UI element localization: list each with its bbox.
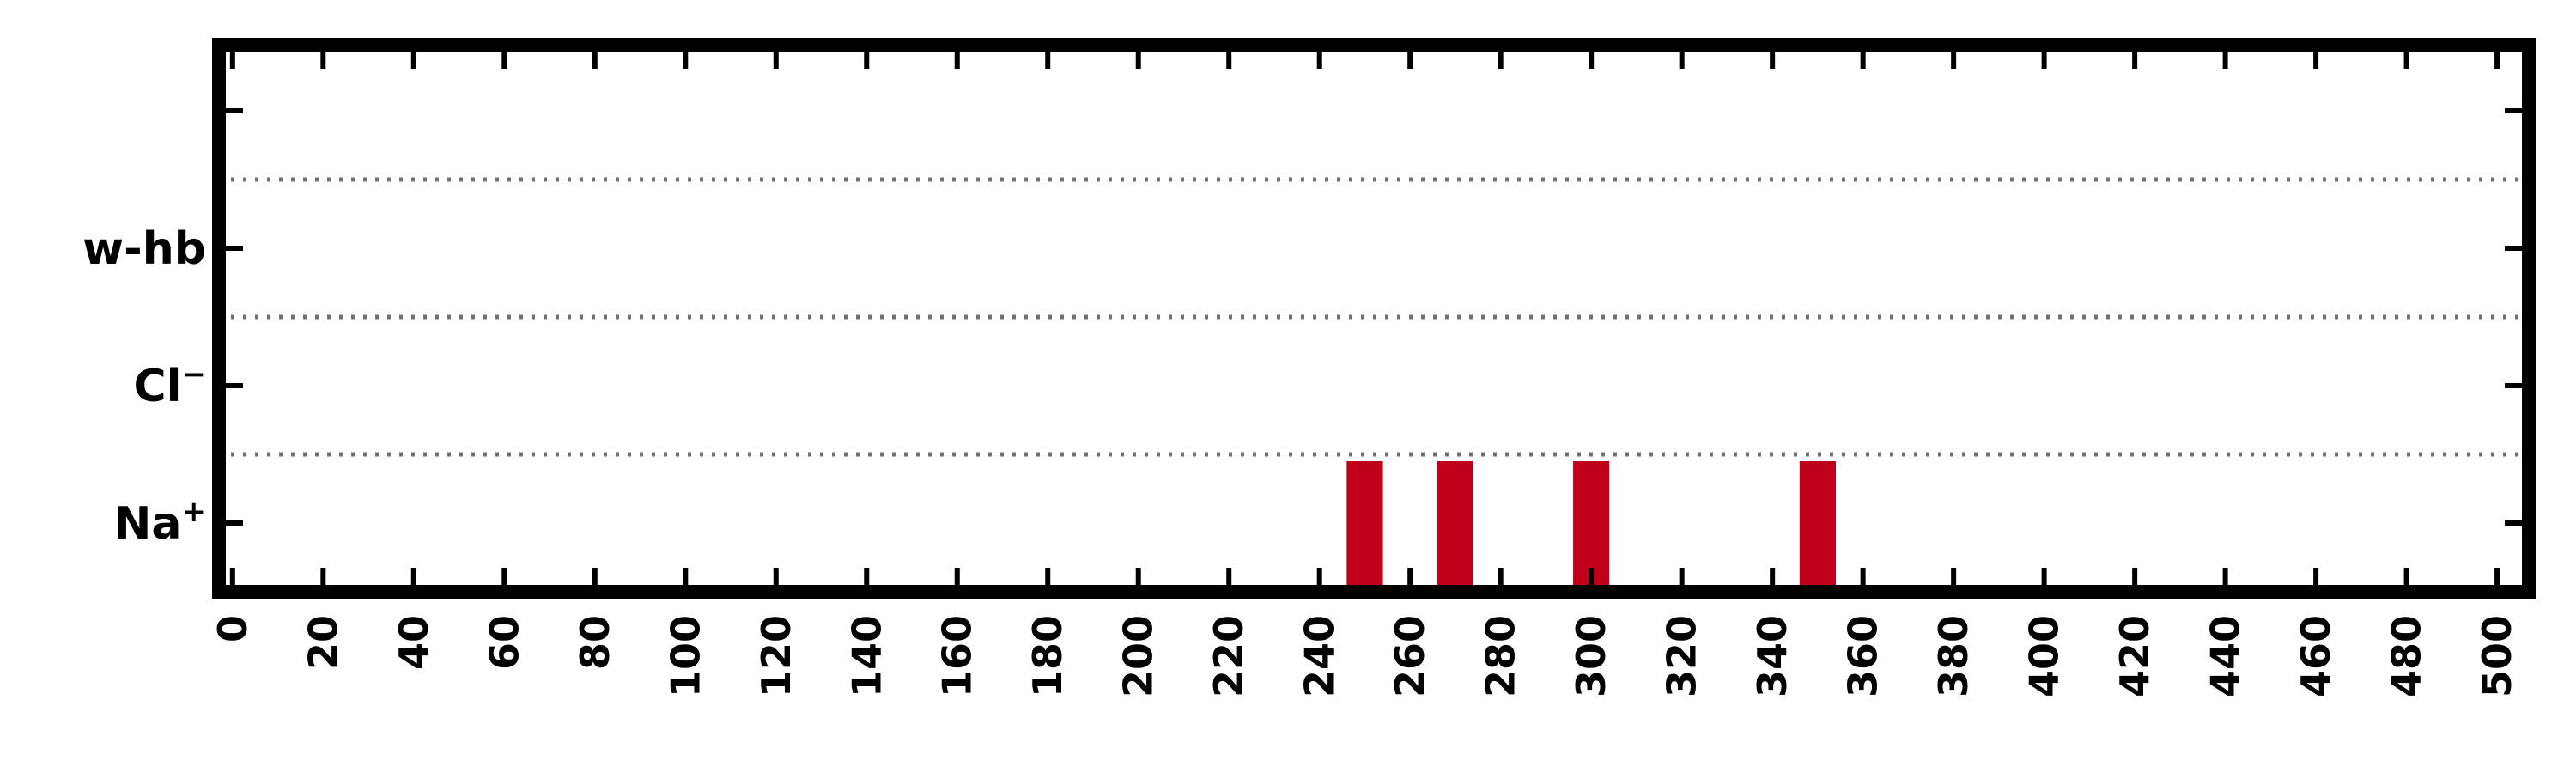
x-tick-label: 120 bbox=[753, 615, 799, 697]
y-tick-labels: Na+ Cl− w-hb bbox=[82, 223, 206, 550]
event-bar bbox=[1346, 461, 1383, 592]
x-tick-label: 420 bbox=[2111, 615, 2158, 697]
grid-lines bbox=[219, 177, 2529, 457]
x-tick-label: 440 bbox=[2202, 615, 2249, 697]
x-tick-label: 100 bbox=[662, 615, 708, 697]
x-tick-labels: 0 20 40 60 80 100 120 140 160 180 200 220 240 260 280 3… bbox=[210, 615, 2520, 697]
x-tick-label: 180 bbox=[1024, 615, 1071, 697]
x-tick-label: 500 bbox=[2474, 615, 2520, 697]
x-tick-label: 80 bbox=[572, 615, 618, 670]
x-tick-label: 20 bbox=[300, 615, 346, 670]
event-bar bbox=[1437, 461, 1474, 592]
x-tick-label: 380 bbox=[1930, 615, 1977, 697]
x-tick-label: 160 bbox=[934, 615, 981, 697]
event-bars bbox=[1346, 461, 1836, 592]
x-tick-label: 480 bbox=[2384, 615, 2430, 697]
x-tick-label: 240 bbox=[1297, 615, 1343, 697]
x-tick-label: 340 bbox=[1749, 615, 1795, 697]
event-bar bbox=[1799, 461, 1836, 592]
x-tick-label: 320 bbox=[1659, 615, 1705, 697]
x-tick-label: 300 bbox=[1568, 615, 1614, 697]
x-tick-label: 400 bbox=[2021, 615, 2068, 697]
y-tick-label: Na+ bbox=[114, 495, 206, 550]
x-tick-label: 140 bbox=[843, 615, 890, 697]
x-tick-label: 60 bbox=[481, 615, 527, 670]
plot-frame bbox=[212, 38, 2536, 599]
y-tick-label: Cl− bbox=[134, 357, 207, 412]
y-tick-label: w-hb bbox=[82, 223, 206, 275]
x-tick-label: 460 bbox=[2293, 615, 2339, 697]
x-tick-label: 40 bbox=[391, 615, 437, 670]
x-tick-label: 220 bbox=[1206, 615, 1252, 697]
x-tick-label: 200 bbox=[1115, 615, 1162, 697]
x-tick-label: 260 bbox=[1387, 615, 1433, 697]
x-tick-label: 0 bbox=[210, 615, 256, 642]
x-tick-label: 360 bbox=[1840, 615, 1886, 697]
x-tick-label: 280 bbox=[1478, 615, 1524, 697]
